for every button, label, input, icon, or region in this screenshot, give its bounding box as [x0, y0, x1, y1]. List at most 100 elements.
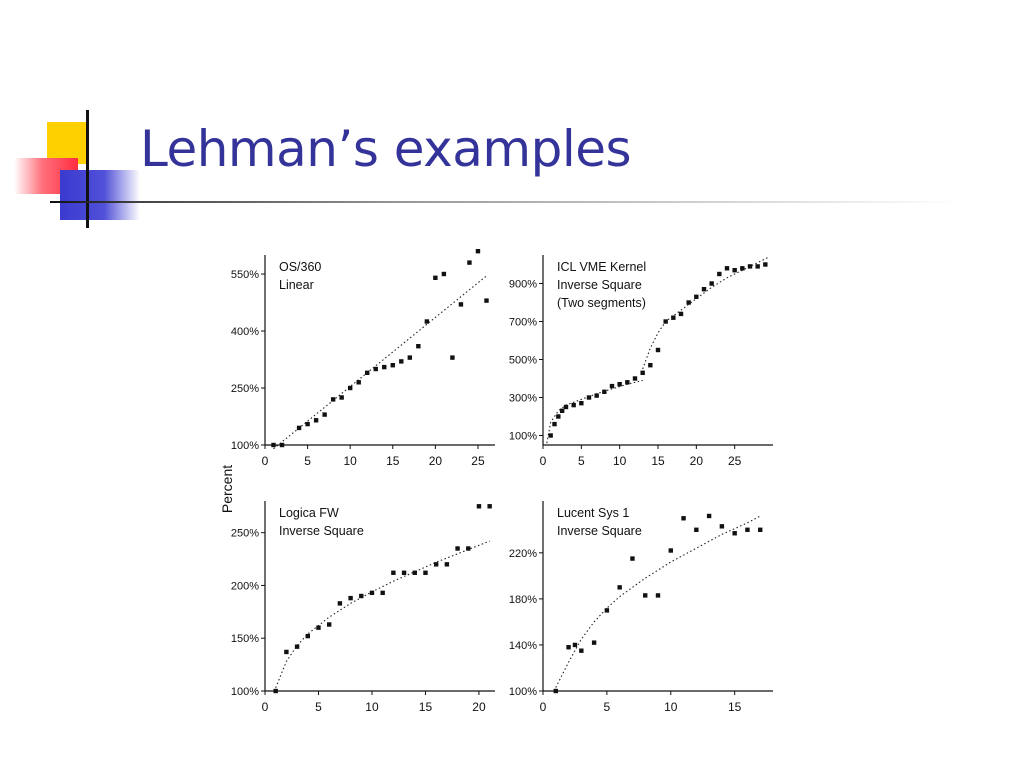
data-point: [412, 570, 417, 575]
icl-vme-panel: 100% 300% 500% 700% 900% 0 5 10 15 20 25 ICL VME Ke…: [509, 255, 773, 468]
data-point: [571, 402, 576, 408]
data-point: [740, 266, 745, 271]
data-point: [548, 433, 553, 438]
data-point: [556, 414, 561, 419]
y-tick-label: 250%: [231, 383, 259, 395]
data-point: [709, 281, 714, 286]
data-point: [572, 642, 578, 648]
data-point: [591, 640, 597, 645]
data-point: [648, 363, 653, 368]
x-tick-label: 0: [540, 454, 547, 468]
x-tick-label: 5: [315, 700, 322, 714]
decor-title-underline: [50, 201, 960, 203]
data-point: [563, 404, 569, 410]
data-point: [655, 347, 661, 353]
data-point: [763, 262, 768, 267]
fit-line: [273, 275, 487, 450]
y-tick-label: 250%: [231, 528, 259, 540]
x-tick-label: 0: [262, 700, 269, 714]
data-point: [433, 275, 438, 280]
data-point: [450, 355, 455, 360]
y-tick-label: 100%: [231, 440, 259, 452]
y-tick-label: 140%: [509, 640, 537, 652]
data-point: [313, 418, 319, 423]
data-point: [668, 548, 673, 553]
data-point: [305, 633, 310, 639]
y-tick-label: 180%: [509, 594, 537, 606]
fit-line: [555, 515, 761, 688]
data-point: [399, 359, 404, 364]
y-tick-label: 900%: [509, 279, 537, 291]
data-point: [458, 302, 464, 307]
data-point: [594, 393, 599, 398]
x-tick-label: 5: [578, 454, 585, 468]
chart-subtitle: Inverse Square: [557, 524, 642, 538]
data-point: [706, 513, 712, 519]
chart-title: OS/360: [279, 260, 321, 274]
data-point: [559, 408, 565, 413]
data-point: [686, 300, 691, 305]
data-point: [475, 249, 481, 254]
x-tick-label: 20: [690, 454, 704, 468]
x-tick-label: 10: [664, 700, 678, 714]
x-tick-label: 10: [344, 454, 358, 468]
data-point: [339, 395, 344, 400]
x-tick-label: 5: [604, 700, 611, 714]
fit-line: [546, 379, 643, 444]
y-tick-label: 500%: [509, 355, 537, 367]
chart-subtitle: Inverse Square: [279, 524, 364, 538]
data-point: [416, 344, 421, 349]
data-point: [694, 527, 699, 532]
data-point: [663, 319, 668, 324]
y-tick-label: 700%: [509, 317, 537, 329]
fit-line: [275, 540, 490, 689]
data-point: [330, 397, 336, 402]
chart-title: Logica FW: [279, 506, 339, 520]
data-point: [602, 389, 607, 394]
data-point: [356, 380, 361, 385]
data-point: [359, 593, 364, 599]
data-point: [441, 271, 447, 277]
y-tick-label: 220%: [509, 548, 537, 560]
data-point: [719, 524, 725, 529]
data-point: [747, 264, 753, 269]
data-point: [305, 421, 310, 427]
data-point: [348, 595, 353, 601]
chart-title: Lucent Sys 1: [557, 506, 629, 520]
data-point: [347, 385, 353, 391]
data-point: [553, 688, 558, 694]
x-tick-label: 15: [651, 454, 665, 468]
logica-fw-panel: 100% 150% 200% 250% 0 5 10 15 20 Logica FW Inverse…: [231, 501, 495, 714]
data-point: [617, 382, 622, 387]
data-point: [326, 622, 332, 627]
data-point: [273, 688, 278, 694]
data-point: [609, 383, 615, 389]
data-point: [586, 395, 592, 400]
data-point: [732, 531, 737, 536]
data-point: [484, 298, 489, 303]
data-point: [579, 648, 584, 653]
x-tick-label: 20: [429, 454, 443, 468]
x-tick-label: 15: [386, 454, 400, 468]
data-point: [401, 570, 407, 575]
data-point: [322, 412, 327, 417]
data-point: [373, 366, 378, 372]
os360-panel: 100% 250% 400% 550% 0 5 10 15 20 25 OS/360 Linear: [231, 249, 495, 468]
data-point: [296, 425, 302, 431]
y-tick-label: 100%: [231, 686, 259, 698]
data-point: [284, 649, 289, 655]
data-point: [433, 562, 439, 567]
data-point: [655, 593, 661, 598]
x-tick-label: 25: [728, 454, 742, 468]
x-tick-label: 10: [365, 700, 379, 714]
data-point: [617, 585, 622, 590]
data-point: [566, 645, 571, 650]
x-tick-label: 5: [304, 454, 311, 468]
data-point: [745, 527, 750, 532]
chart-figure: Percent 100% 250% 400% 550% 0 5 10 15 20 25 OS/360…: [219, 249, 773, 714]
y-tick-label: 100%: [509, 431, 537, 443]
data-point: [391, 570, 396, 575]
lucent-sys1-panel: 100% 140% 180% 220% 0 5 10 15 Lucent Sys 1 Invers…: [509, 501, 773, 714]
decor-yellow-square: [47, 122, 89, 164]
data-point: [717, 271, 722, 277]
